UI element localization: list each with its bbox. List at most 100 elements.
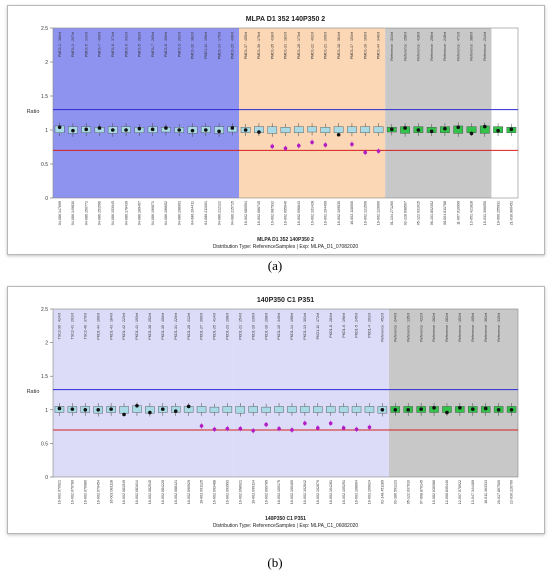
data-point — [71, 128, 75, 133]
probe-label: PMD1-17 : 153nt — [350, 32, 354, 59]
y-tick-label: 0 — [45, 196, 48, 202]
probe-label: PMD1-21 : 209nt — [324, 32, 328, 59]
panel-label-b: (b) — [267, 555, 283, 570]
data-point — [458, 405, 462, 410]
location-label: 11-067.010999 — [456, 201, 460, 225]
probe-label: TSC2-41 : 201nt — [71, 313, 75, 339]
data-point — [429, 129, 434, 134]
data-point — [496, 408, 501, 412]
location-label: 16-002.081614 — [135, 480, 139, 504]
probe-label: Reference : 315nt — [497, 313, 501, 342]
location-label: 01-134.271260 — [390, 201, 394, 225]
location-label: 16-002.129060 — [377, 201, 381, 225]
location-label: 16-002.086745 — [257, 201, 261, 225]
data-point — [469, 131, 474, 136]
location-label: 04-086.178439 — [124, 201, 128, 225]
probe-label: Reference : 361nt — [484, 313, 488, 342]
probe-label: PMD1-1 : 386nt — [58, 32, 62, 57]
probe-label: PMD1-36 : 176nt — [257, 32, 261, 59]
data-point — [177, 128, 182, 132]
location-label: 15-031.306050 — [483, 201, 487, 225]
y-tick-label: 0.5 — [41, 162, 48, 168]
probe-label: PKD1-38 : 252nt — [148, 313, 152, 340]
data-point — [217, 129, 221, 134]
probe-box — [293, 126, 304, 133]
probe-label: PKD1-25 : 414nt — [213, 313, 217, 340]
location-label: 16-002.081118 — [109, 480, 113, 504]
data-point — [350, 142, 354, 147]
probe-label: PKD1-11 : 172nt — [316, 313, 320, 339]
y-tick-label: 2.5 — [41, 26, 48, 32]
data-point — [277, 426, 281, 431]
y-axis-label: Ratio — [27, 109, 40, 115]
probe-label: PMD1-35 : 418nt — [270, 32, 274, 59]
probe-label: Reference : 248nt — [443, 32, 447, 61]
data-point — [264, 422, 268, 427]
chart-subtitle-line: 140P350 C1 P351 — [265, 516, 306, 522]
y-axis-label: Ratio — [27, 389, 40, 395]
location-label: 02-148.451189 — [381, 480, 385, 504]
y-tick-label: 1.5 — [41, 94, 48, 100]
data-point — [225, 426, 230, 431]
location-label: 04-086.150771 — [84, 201, 88, 225]
location-label: 05-122.037010 — [406, 480, 410, 504]
location-label: 13-051.421828 — [470, 201, 474, 225]
location-label: 16-002.095040 — [284, 201, 288, 225]
data-point — [416, 128, 421, 132]
y-tick-label: 2.5 — [41, 307, 48, 313]
location-label: 16-002.100175 — [277, 480, 281, 504]
location-label: 16-002.102870 — [316, 480, 320, 504]
location-label: 16-002.079454 — [96, 480, 100, 504]
probe-label: PKD1-27 : 300nt — [200, 313, 204, 340]
probe-box — [373, 126, 384, 133]
data-point — [96, 408, 101, 412]
data-point — [243, 128, 248, 132]
probe-box — [360, 126, 371, 133]
chart-b-svg: 140P350 C1 P351 0 0.5 1 1.5 2 2.5 Ratio TSC2-36 … — [27, 297, 519, 529]
location-label: 16-002.096643 — [297, 201, 301, 225]
data-point — [376, 149, 381, 153]
data-point — [315, 426, 320, 430]
probe-label: Reference : 135nt — [406, 313, 410, 342]
location-label: 04-086.196652 — [164, 201, 168, 225]
probe-label: Reference : 281nt — [445, 313, 449, 342]
data-point — [456, 125, 461, 130]
chart-title: MLPA D1 352 140P350 2 — [246, 16, 325, 23]
probe-label: PKD1-6 : 196nt — [342, 313, 346, 338]
data-point — [445, 410, 449, 415]
location-label: 16-002.100460 — [290, 480, 294, 504]
data-point — [341, 426, 346, 430]
location-label: 04-086.198903 — [177, 201, 181, 225]
data-point — [148, 410, 152, 415]
location-label: 04-086.189467 — [138, 201, 142, 225]
probe-label: PMD1-15 : 400nt — [231, 32, 235, 59]
chart-region-1 — [239, 28, 386, 198]
location-label: 16-002.102842 — [303, 480, 307, 504]
data-point — [303, 421, 307, 426]
data-point — [283, 146, 288, 151]
probe-box — [338, 406, 349, 413]
location-label: 16-002.082545 — [148, 480, 152, 504]
data-point — [393, 408, 398, 412]
probe-label: PKD1-35 : 400nt — [161, 313, 165, 340]
probe-label: Reference : 244nt — [393, 313, 397, 342]
probe-box — [325, 406, 336, 413]
location-label: 02-228.698507 — [403, 201, 407, 225]
location-label: 16-002.099789 — [264, 480, 268, 504]
data-point — [164, 126, 168, 130]
chart-region-2 — [388, 309, 518, 477]
location-label: 06-101.802302 — [430, 201, 434, 225]
location-label: 05-122.031015 — [417, 201, 421, 225]
data-point — [509, 408, 514, 412]
location-label: 20-017.807500 — [497, 480, 501, 504]
chart-panel-a: MLPA D1 352 140P350 2 0 0.5 1 1.5 2 2.5 Ratio PM… — [7, 5, 545, 255]
location-label: 16-002.091125 — [200, 480, 204, 504]
data-point — [270, 144, 275, 149]
data-point — [160, 407, 165, 411]
y-tick-label: 2 — [45, 341, 48, 347]
location-label: 16-002.093993 — [226, 480, 230, 504]
probe-label: PKD1-42 : 223nt — [122, 313, 126, 340]
probe-box — [333, 126, 344, 133]
location-label: 16-002.087932 — [270, 201, 274, 225]
probe-box — [307, 126, 317, 133]
